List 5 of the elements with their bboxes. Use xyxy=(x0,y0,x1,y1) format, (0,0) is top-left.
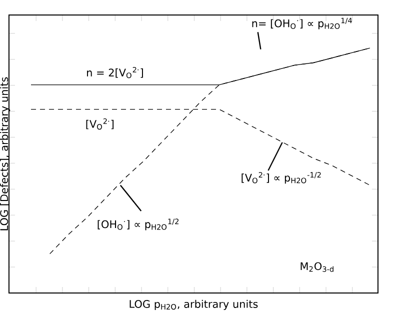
annotation: [V$_{O}$$^{2·}$] xyxy=(86,118,114,130)
annotation: n = 2[V$_{O}$$^{2·}$] xyxy=(87,66,143,78)
x-axis-title: LOG p$_{H2O}$, arbitrary units xyxy=(130,300,258,310)
y-axis-title: LOG [Defects], arbitrary units xyxy=(0,77,10,230)
annotation: M$_{2}$O$_{3-d}$ xyxy=(300,262,334,272)
